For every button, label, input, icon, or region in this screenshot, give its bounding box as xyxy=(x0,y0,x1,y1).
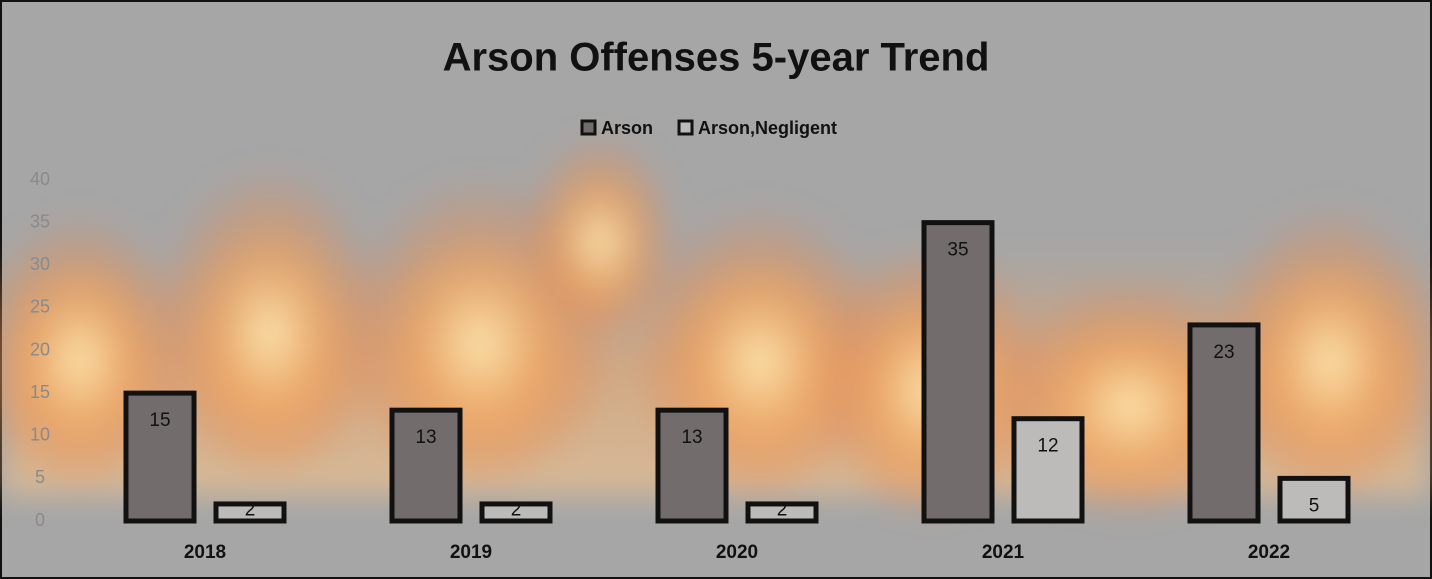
y-tick-label: 40 xyxy=(30,169,50,189)
x-tick-label: 2020 xyxy=(716,542,758,563)
legend-label: Arson xyxy=(601,118,653,138)
data-label: 2 xyxy=(777,499,788,520)
legend-swatch xyxy=(580,119,597,136)
bar xyxy=(655,407,729,524)
y-tick-label: 0 xyxy=(35,510,45,530)
x-tick-label: 2019 xyxy=(450,542,492,563)
bar xyxy=(1277,475,1351,524)
legend-swatch xyxy=(677,119,694,136)
bar xyxy=(921,220,995,524)
x-tick-label: 2018 xyxy=(184,542,226,563)
data-label: 2 xyxy=(245,499,256,520)
bar xyxy=(123,390,197,524)
y-tick-label: 10 xyxy=(30,425,50,445)
data-label: 13 xyxy=(681,427,702,448)
bar xyxy=(745,501,819,524)
y-tick-label: 20 xyxy=(30,339,50,359)
y-tick-label: 15 xyxy=(30,382,50,402)
data-label: 5 xyxy=(1309,495,1320,516)
data-label: 23 xyxy=(1213,342,1234,363)
legend: Arson Arson,Negligent xyxy=(580,118,837,138)
y-tick-label: 30 xyxy=(30,254,50,274)
y-tick-label: 5 xyxy=(35,467,45,487)
y-tick-label: 25 xyxy=(30,297,50,317)
x-tick-label: 2021 xyxy=(982,542,1025,563)
y-tick-label: 35 xyxy=(30,211,50,231)
data-label: 2 xyxy=(511,499,522,520)
bar xyxy=(213,501,287,524)
x-tick-label: 2022 xyxy=(1248,542,1290,563)
bar xyxy=(389,407,463,524)
bar xyxy=(479,501,553,524)
data-label: 15 xyxy=(149,410,170,431)
data-label: 13 xyxy=(415,427,436,448)
legend-label: Arson,Negligent xyxy=(698,118,837,138)
bar xyxy=(1011,416,1085,524)
data-label: 35 xyxy=(947,240,968,261)
chart-title: Arson Offenses 5-year Trend xyxy=(443,36,990,80)
bar xyxy=(1187,322,1261,524)
data-label: 12 xyxy=(1037,436,1058,457)
flame-background xyxy=(0,110,1432,510)
